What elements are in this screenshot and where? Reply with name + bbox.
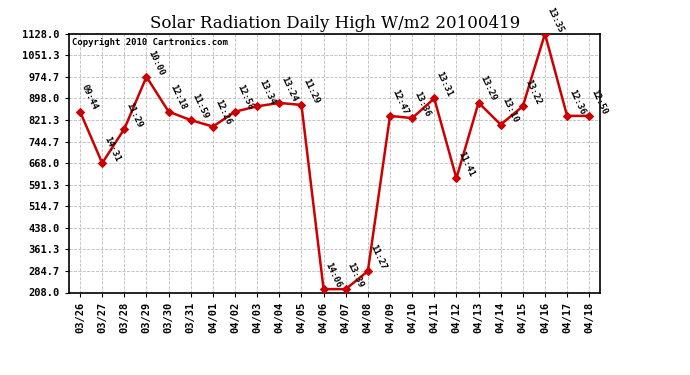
Point — [451, 176, 462, 181]
Point — [540, 31, 551, 37]
Point — [252, 103, 263, 110]
Text: 13:35: 13:35 — [545, 6, 564, 34]
Text: 12:50: 12:50 — [589, 88, 609, 116]
Text: 13:31: 13:31 — [434, 70, 454, 99]
Point — [141, 74, 152, 80]
Point — [185, 117, 196, 123]
Point — [119, 126, 130, 132]
Text: 12:58: 12:58 — [235, 84, 255, 112]
Point — [384, 113, 395, 119]
Point — [362, 268, 373, 274]
Text: 12:47: 12:47 — [390, 88, 409, 116]
Text: 11:41: 11:41 — [456, 150, 476, 178]
Text: 13:24: 13:24 — [279, 75, 299, 103]
Text: 11:29: 11:29 — [302, 77, 321, 105]
Point — [340, 286, 351, 292]
Text: 11:29: 11:29 — [124, 100, 144, 129]
Text: 13:29: 13:29 — [479, 75, 498, 103]
Point — [495, 122, 506, 128]
Title: Solar Radiation Daily High W/m2 20100419: Solar Radiation Daily High W/m2 20100419 — [150, 15, 520, 32]
Point — [428, 96, 440, 102]
Point — [584, 113, 595, 119]
Text: 13:39: 13:39 — [346, 261, 365, 289]
Point — [518, 103, 529, 110]
Text: 12:18: 12:18 — [168, 84, 188, 112]
Text: 13:36: 13:36 — [412, 90, 432, 118]
Text: 13:34: 13:34 — [257, 78, 277, 106]
Text: 11:59: 11:59 — [190, 92, 210, 120]
Text: 11:27: 11:27 — [368, 243, 387, 271]
Point — [318, 286, 329, 292]
Point — [296, 102, 307, 108]
Point — [97, 160, 108, 166]
Text: 13:22: 13:22 — [523, 78, 542, 106]
Point — [562, 113, 573, 119]
Text: 09:44: 09:44 — [80, 84, 99, 112]
Text: Copyright 2010 Cartronics.com: Copyright 2010 Cartronics.com — [72, 38, 228, 46]
Point — [274, 100, 285, 106]
Text: 14:31: 14:31 — [102, 135, 121, 163]
Point — [406, 115, 417, 121]
Text: 13:10: 13:10 — [501, 96, 520, 124]
Point — [230, 109, 241, 115]
Point — [208, 124, 219, 130]
Text: 10:00: 10:00 — [146, 49, 166, 77]
Text: 12:26: 12:26 — [213, 98, 233, 127]
Text: 14:06: 14:06 — [324, 261, 343, 289]
Text: 12:36: 12:36 — [567, 88, 586, 116]
Point — [473, 100, 484, 106]
Point — [75, 109, 86, 115]
Point — [163, 109, 174, 115]
